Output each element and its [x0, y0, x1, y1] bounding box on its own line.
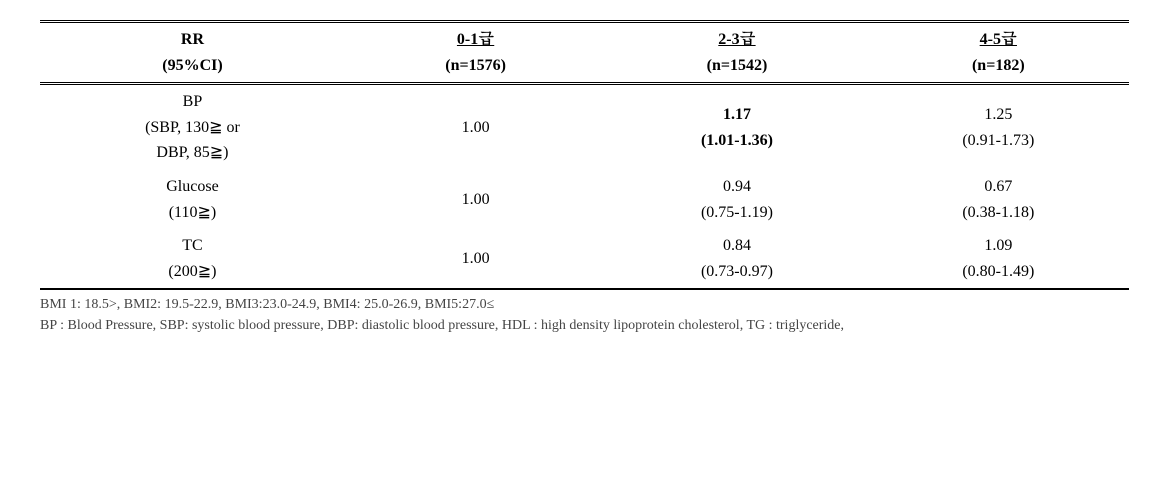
row-glucose-c2: 0.94 (0.75-1.19) — [606, 170, 867, 229]
row-bp-label-line3: DBP, 85≧) — [156, 144, 228, 161]
row-tc-c2: 0.84 (0.73-0.97) — [606, 229, 867, 289]
header-col1-line2: (n=1576) — [445, 57, 506, 74]
header-col3: 4-5급 (n=182) — [868, 22, 1129, 84]
row-tc-label-line1: TC — [182, 237, 202, 254]
row-bp-label-line1: BP — [183, 93, 203, 110]
table-row: BP (SBP, 130≧ or DBP, 85≧) 1.00 1.17 (1.… — [40, 84, 1129, 170]
row-glucose-c3-val: 0.67 — [984, 178, 1012, 195]
table-row: Glucose (110≧) 1.00 0.94 (0.75-1.19) 0.6… — [40, 170, 1129, 229]
row-tc-c3-val: 1.09 — [984, 237, 1012, 254]
row-bp-c3-ci: (0.91-1.73) — [962, 132, 1034, 149]
row-tc-c3: 1.09 (0.80-1.49) — [868, 229, 1129, 289]
rr-table: RR (95%CI) 0-1급 (n=1576) 2-3급 (n=1542) 4… — [40, 20, 1129, 290]
row-glucose-c3-ci: (0.38-1.18) — [962, 204, 1034, 221]
row-glucose-label: Glucose (110≧) — [40, 170, 345, 229]
row-bp-c3-val: 1.25 — [984, 106, 1012, 123]
header-col2-line2: (n=1542) — [707, 57, 768, 74]
row-glucose-c3: 0.67 (0.38-1.18) — [868, 170, 1129, 229]
row-glucose-c2-ci: (0.75-1.19) — [701, 204, 773, 221]
header-rr-line2: (95%CI) — [162, 57, 222, 74]
row-tc-ref: 1.00 — [345, 229, 606, 289]
row-bp-c2-val: 1.17 — [723, 106, 751, 123]
header-col3-line2: (n=182) — [972, 57, 1025, 74]
row-glucose-label-line2: (110≧) — [169, 204, 216, 221]
header-col1: 0-1급 (n=1576) — [345, 22, 606, 84]
row-tc-label-line2: (200≧) — [168, 263, 216, 280]
row-tc-c2-val: 0.84 — [723, 237, 751, 254]
row-tc-c3-ci: (0.80-1.49) — [962, 263, 1034, 280]
table-row: TC (200≧) 1.00 0.84 (0.73-0.97) 1.09 (0.… — [40, 229, 1129, 289]
row-bp-label-line2: (SBP, 130≧ or — [145, 119, 240, 136]
table-header-row: RR (95%CI) 0-1급 (n=1576) 2-3급 (n=1542) 4… — [40, 22, 1129, 84]
footnote: BMI 1: 18.5>, BMI2: 19.5-22.9, BMI3:23.0… — [40, 290, 1129, 336]
header-col3-line1: 4-5급 — [980, 31, 1017, 48]
row-glucose-ref: 1.00 — [345, 170, 606, 229]
row-tc-label: TC (200≧) — [40, 229, 345, 289]
header-col2-line1: 2-3급 — [718, 31, 755, 48]
row-glucose-label-line1: Glucose — [166, 178, 218, 195]
row-bp-c3: 1.25 (0.91-1.73) — [868, 84, 1129, 170]
row-tc-c2-ci: (0.73-0.97) — [701, 263, 773, 280]
header-col2: 2-3급 (n=1542) — [606, 22, 867, 84]
header-rr: RR (95%CI) — [40, 22, 345, 84]
row-bp-c2: 1.17 (1.01-1.36) — [606, 84, 867, 170]
row-bp-ref: 1.00 — [345, 84, 606, 170]
header-col1-line1: 0-1급 — [457, 31, 494, 48]
header-rr-line1: RR — [181, 31, 204, 48]
footnote-line2: BP : Blood Pressure, SBP: systolic blood… — [40, 318, 844, 333]
row-glucose-c2-val: 0.94 — [723, 178, 751, 195]
row-bp-label: BP (SBP, 130≧ or DBP, 85≧) — [40, 84, 345, 170]
row-bp-c2-ci: (1.01-1.36) — [701, 132, 773, 149]
footnote-line1: BMI 1: 18.5>, BMI2: 19.5-22.9, BMI3:23.0… — [40, 297, 494, 312]
